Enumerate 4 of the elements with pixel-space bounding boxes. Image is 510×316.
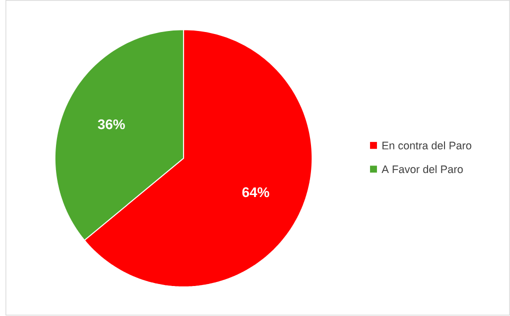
legend-label: En contra del Paro — [382, 142, 472, 150]
data-label: 36% — [98, 120, 125, 130]
data-label: 64% — [242, 188, 270, 198]
legend-label: A Favor del Paro — [382, 165, 463, 174]
